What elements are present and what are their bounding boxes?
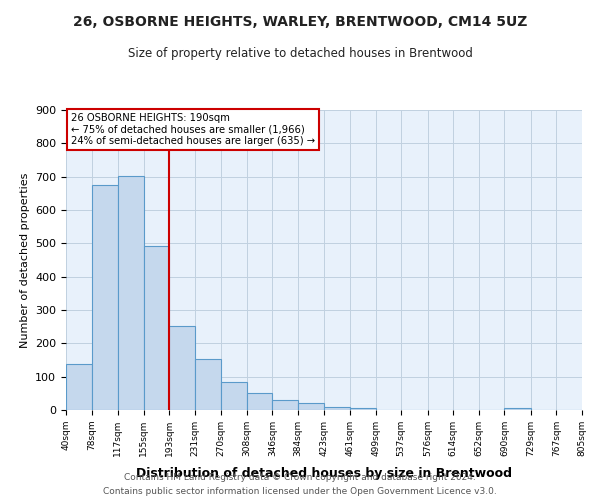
- Bar: [272, 400, 298, 410]
- Bar: [143, 246, 169, 410]
- Y-axis label: Number of detached properties: Number of detached properties: [20, 172, 29, 348]
- Text: Size of property relative to detached houses in Brentwood: Size of property relative to detached ho…: [128, 48, 472, 60]
- Bar: [66, 364, 92, 410]
- Text: 26, OSBORNE HEIGHTS, WARLEY, BRENTWOOD, CM14 5UZ: 26, OSBORNE HEIGHTS, WARLEY, BRENTWOOD, …: [73, 15, 527, 29]
- X-axis label: Distribution of detached houses by size in Brentwood: Distribution of detached houses by size …: [136, 467, 512, 480]
- Bar: [350, 408, 376, 410]
- Bar: [325, 406, 350, 410]
- Bar: [505, 408, 531, 410]
- Bar: [298, 404, 325, 410]
- Bar: [247, 394, 272, 410]
- Bar: [169, 326, 195, 410]
- Text: Contains HM Land Registry data © Crown copyright and database right 2024.: Contains HM Land Registry data © Crown c…: [124, 473, 476, 482]
- Bar: [195, 360, 221, 410]
- Text: 26 OSBORNE HEIGHTS: 190sqm
← 75% of detached houses are smaller (1,966)
24% of s: 26 OSBORNE HEIGHTS: 190sqm ← 75% of deta…: [71, 113, 315, 146]
- Bar: [118, 176, 143, 410]
- Bar: [221, 382, 247, 410]
- Text: Contains public sector information licensed under the Open Government Licence v3: Contains public sector information licen…: [103, 486, 497, 496]
- Bar: [92, 185, 118, 410]
